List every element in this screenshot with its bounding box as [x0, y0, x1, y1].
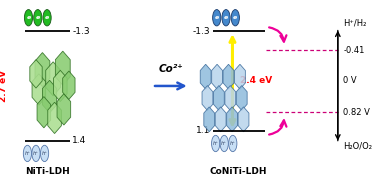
Text: 0.82 V: 0.82 V: [343, 108, 370, 117]
Polygon shape: [238, 107, 249, 132]
Polygon shape: [200, 64, 211, 89]
Polygon shape: [204, 107, 215, 132]
Polygon shape: [53, 70, 67, 101]
Circle shape: [23, 145, 31, 162]
Polygon shape: [48, 102, 61, 134]
Polygon shape: [32, 74, 46, 105]
Polygon shape: [57, 94, 71, 125]
Text: h⁺: h⁺: [230, 141, 236, 146]
Text: h⁺: h⁺: [221, 141, 227, 146]
Text: H₂O/O₂: H₂O/O₂: [343, 142, 372, 151]
Text: 2.7 eV: 2.7 eV: [0, 70, 8, 102]
Text: 0 V: 0 V: [343, 76, 357, 86]
Polygon shape: [37, 97, 51, 128]
Polygon shape: [202, 86, 213, 110]
Polygon shape: [225, 86, 236, 110]
Text: e: e: [26, 15, 31, 20]
Polygon shape: [215, 107, 226, 132]
Circle shape: [25, 9, 33, 26]
Text: 1.1: 1.1: [195, 126, 210, 135]
Text: e: e: [215, 15, 219, 20]
Text: h⁺: h⁺: [24, 151, 31, 156]
Circle shape: [34, 9, 42, 26]
Text: e: e: [233, 15, 237, 20]
Text: h⁺: h⁺: [212, 141, 219, 146]
Circle shape: [222, 9, 230, 26]
Text: e: e: [45, 15, 49, 20]
Text: 2.4 eV: 2.4 eV: [240, 76, 273, 86]
Circle shape: [229, 135, 237, 152]
Text: CoNiTi-LDH: CoNiTi-LDH: [210, 167, 268, 176]
Circle shape: [40, 145, 49, 162]
Text: -1.3: -1.3: [192, 27, 210, 36]
Text: NiTi-LDH: NiTi-LDH: [25, 167, 70, 176]
Polygon shape: [42, 80, 57, 113]
Circle shape: [231, 9, 239, 26]
Circle shape: [220, 135, 228, 152]
Polygon shape: [234, 64, 245, 89]
Text: h⁺: h⁺: [33, 151, 39, 156]
Polygon shape: [30, 60, 42, 88]
Circle shape: [212, 135, 220, 152]
Polygon shape: [46, 62, 60, 96]
Polygon shape: [55, 51, 70, 85]
Text: -0.41: -0.41: [343, 46, 364, 55]
Circle shape: [43, 9, 51, 26]
Polygon shape: [223, 64, 234, 89]
Circle shape: [32, 145, 40, 162]
Text: e: e: [36, 15, 40, 20]
Polygon shape: [212, 64, 223, 89]
Polygon shape: [227, 107, 237, 132]
Text: h⁺: h⁺: [42, 151, 48, 156]
Polygon shape: [35, 53, 50, 87]
Polygon shape: [236, 86, 247, 110]
Text: e: e: [224, 15, 228, 20]
Polygon shape: [214, 86, 224, 110]
Text: H⁺/H₂: H⁺/H₂: [343, 18, 367, 27]
Text: -1.3: -1.3: [73, 27, 90, 36]
Text: Co²⁺: Co²⁺: [158, 64, 183, 74]
Circle shape: [212, 9, 221, 26]
Text: 1.4: 1.4: [73, 136, 87, 145]
Polygon shape: [63, 71, 75, 100]
